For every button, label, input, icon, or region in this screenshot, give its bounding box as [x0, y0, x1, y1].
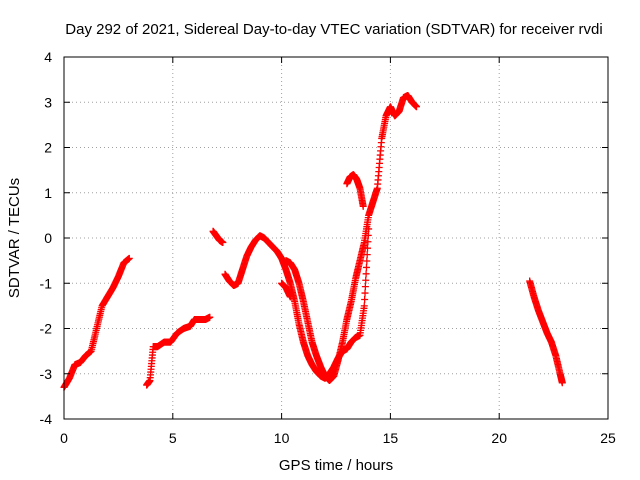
- y-tick-label: 2: [44, 140, 52, 156]
- data-point: [125, 254, 133, 262]
- data-point: [413, 103, 421, 111]
- data-point: [361, 283, 369, 291]
- y-tick-label: -4: [40, 411, 53, 427]
- x-tick-labels: 0 5 10 15 20 25: [60, 430, 616, 446]
- data-point: [362, 276, 370, 284]
- x-tick-label: 20: [491, 430, 507, 446]
- x-tick-label: 0: [60, 430, 68, 446]
- x-tick-label: 25: [600, 430, 616, 446]
- x-tick-label: 15: [383, 430, 399, 446]
- data-point: [219, 239, 227, 247]
- y-tick-label: -3: [40, 366, 53, 382]
- y-tick-label: 3: [44, 94, 52, 110]
- y-tick-label: 1: [44, 185, 52, 201]
- x-tick-label: 10: [274, 430, 290, 446]
- series-arc-6: [343, 171, 367, 210]
- data-point: [362, 263, 370, 271]
- series-arc-5: [282, 91, 421, 385]
- y-tick-label: 0: [44, 230, 52, 246]
- data-point: [361, 289, 369, 297]
- data-point: [360, 302, 368, 310]
- data-point: [206, 313, 214, 321]
- series-arc-1: [60, 254, 133, 391]
- data-marks: [60, 91, 566, 391]
- y-tick-labels: -4 -3 -2 -1 0 1 2 3 4: [40, 49, 53, 427]
- data-point: [363, 257, 371, 265]
- data-point: [361, 295, 369, 303]
- series-arc-2: [143, 313, 214, 389]
- y-tick-label: 4: [44, 49, 52, 65]
- series-arc-7: [278, 279, 294, 301]
- data-point: [359, 202, 367, 210]
- x-axis-label: GPS time / hours: [279, 457, 393, 474]
- data-point: [286, 293, 294, 301]
- series-arc-3: [209, 227, 227, 247]
- data-point: [558, 379, 566, 387]
- grid: [64, 57, 608, 419]
- data-point: [364, 238, 372, 246]
- data-point: [362, 270, 370, 278]
- series-arc-8: [526, 277, 566, 387]
- y-axis-label: SDTVAR / TECUs: [6, 178, 23, 298]
- chart-title: Day 292 of 2021, Sidereal Day-to-day VTE…: [65, 21, 602, 38]
- y-tick-label: -1: [40, 275, 53, 291]
- x-tick-label: 5: [169, 430, 177, 446]
- y-tick-label: -2: [40, 321, 53, 337]
- axis-ticks: [63, 56, 609, 420]
